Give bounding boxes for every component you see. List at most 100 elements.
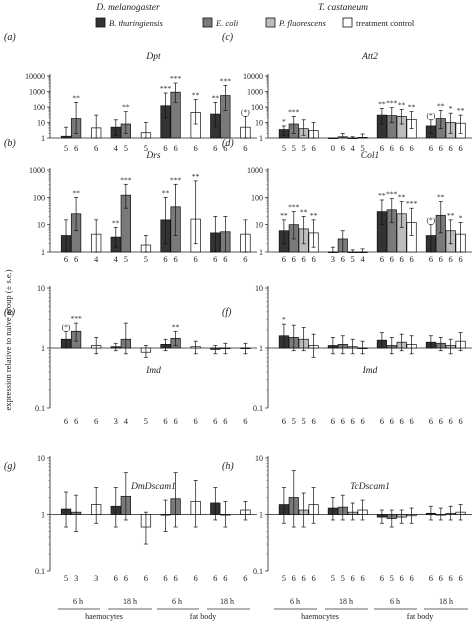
sample-size-label: 0: [331, 143, 335, 153]
panel-label: (d): [222, 138, 234, 149]
significance-label: **: [408, 103, 416, 112]
sample-size-label: 6: [311, 573, 315, 583]
significance-label: **: [72, 93, 80, 102]
sample-size-label: 5: [302, 416, 306, 426]
legend-label-e-coli: E. coli: [215, 18, 239, 28]
y-tick-label: 1: [259, 248, 263, 257]
sample-size-label: 6: [292, 573, 296, 583]
time-label-left-1: 6 h: [73, 597, 83, 606]
sample-size-label: 5: [292, 416, 296, 426]
significance-label: **: [122, 103, 130, 112]
y-tick-label: 10000: [25, 72, 45, 81]
y-tick-label: 100: [33, 103, 45, 112]
y-tick-label: 1000: [29, 166, 45, 175]
sample-size-label: 4: [94, 254, 99, 264]
sample-size-label: 6: [194, 143, 198, 153]
significance-label: **: [437, 101, 445, 110]
sample-size-label: 6: [311, 254, 315, 264]
y-tick-label: 10: [37, 221, 45, 230]
significance-label: ***: [70, 314, 82, 323]
sample-size-label: 5: [64, 143, 68, 153]
y-tick-label: 100: [251, 103, 263, 112]
sample-size-label: 6: [213, 416, 217, 426]
significance-label: **: [72, 188, 80, 197]
significance-label: *: [282, 315, 286, 324]
legend-swatch-b-thuringiensis: [95, 17, 106, 28]
sample-size-label: 6: [223, 254, 227, 264]
sample-size-label: 6: [194, 254, 198, 264]
sample-size-label: 6: [341, 143, 345, 153]
legend-swatch-treatment-control: [342, 17, 353, 28]
legend-swatch-e-coli: [202, 17, 213, 28]
sample-size-label: 5: [390, 573, 394, 583]
panel-label: (h): [222, 461, 234, 472]
sample-size-label: 6: [163, 573, 167, 583]
significance-label: (*): [427, 216, 436, 225]
y-tick-label: 10: [255, 221, 263, 230]
sample-size-label: 6: [282, 416, 286, 426]
y-tick-label: 0.1: [35, 567, 45, 576]
panel-title: Imd: [145, 366, 161, 376]
sample-size-label: 6: [400, 416, 404, 426]
significance-label: **: [192, 172, 200, 181]
sample-size-label: 6: [64, 416, 68, 426]
sample-size-label: 6: [173, 254, 177, 264]
sample-size-label: 6: [302, 573, 306, 583]
sample-size-label: 6: [243, 573, 247, 583]
y-tick-label: 100: [33, 193, 45, 202]
sample-size-label: 5: [144, 416, 148, 426]
tissue-label-left-fat-body: fat body: [190, 612, 216, 621]
time-label-right-1: 6 h: [290, 597, 300, 606]
significance-label: **: [398, 100, 406, 109]
y-tick-label: 10: [37, 119, 45, 128]
sample-size-label: 6: [74, 143, 78, 153]
sample-size-label: 6: [458, 143, 462, 153]
significance-label: **: [457, 106, 465, 115]
sample-size-label: 5: [124, 143, 128, 153]
time-label-right-2: 18 h: [339, 597, 353, 606]
sample-size-label: 6: [458, 573, 462, 583]
sample-size-label: 6: [380, 573, 384, 583]
significance-label: **: [310, 211, 318, 220]
panel-label: (b): [4, 138, 16, 149]
significance-label: **: [192, 91, 200, 100]
significance-label: ***: [386, 190, 398, 199]
sample-size-label: 6: [341, 254, 345, 264]
sample-size-label: 6: [302, 254, 306, 264]
sample-size-label: 6: [94, 143, 98, 153]
significance-label: ***: [160, 84, 172, 93]
sample-size-label: 6: [124, 573, 128, 583]
legend-label-b-thuringiensis: B. thuringiensis: [109, 18, 164, 28]
time-label-left-2: 18 h: [123, 597, 137, 606]
column-header-left: D. melanogaster: [95, 3, 160, 13]
sample-size-label: 6: [390, 416, 394, 426]
sample-size-label: 6: [213, 254, 217, 264]
y-tick-label: 10: [37, 454, 45, 463]
sample-size-label: 6: [173, 573, 177, 583]
panel-title: Imd: [362, 366, 378, 376]
sample-size-label: 6: [173, 143, 177, 153]
y-tick-label: 10000: [243, 72, 263, 81]
sample-size-label: 6: [194, 573, 198, 583]
y-tick-label: 1: [259, 511, 263, 520]
sample-size-label: 5: [292, 143, 296, 153]
sample-size-label: 5: [144, 143, 148, 153]
significance-label: **: [112, 218, 120, 227]
x-axis-block-left: 6 h 18 h 6 h 18 h haemocytes fat body: [58, 597, 250, 621]
significance-label: ***: [288, 107, 300, 116]
tissue-label-left-haemocytes: haemocytes: [85, 612, 123, 621]
sample-size-label: 5: [351, 254, 355, 264]
sample-size-label: 6: [380, 254, 384, 264]
significance-label: ***: [170, 74, 182, 83]
significance-label: ***: [406, 199, 418, 208]
panel-title: TcDscam1: [350, 482, 390, 492]
y-tick-label: 1000: [247, 166, 263, 175]
sample-size-label: 6: [292, 254, 296, 264]
sample-size-label: 6: [163, 254, 167, 264]
significance-label: **: [437, 193, 445, 202]
sample-size-label: 6: [94, 416, 98, 426]
significance-label: ***: [220, 76, 232, 85]
sample-size-label: 5: [331, 573, 335, 583]
